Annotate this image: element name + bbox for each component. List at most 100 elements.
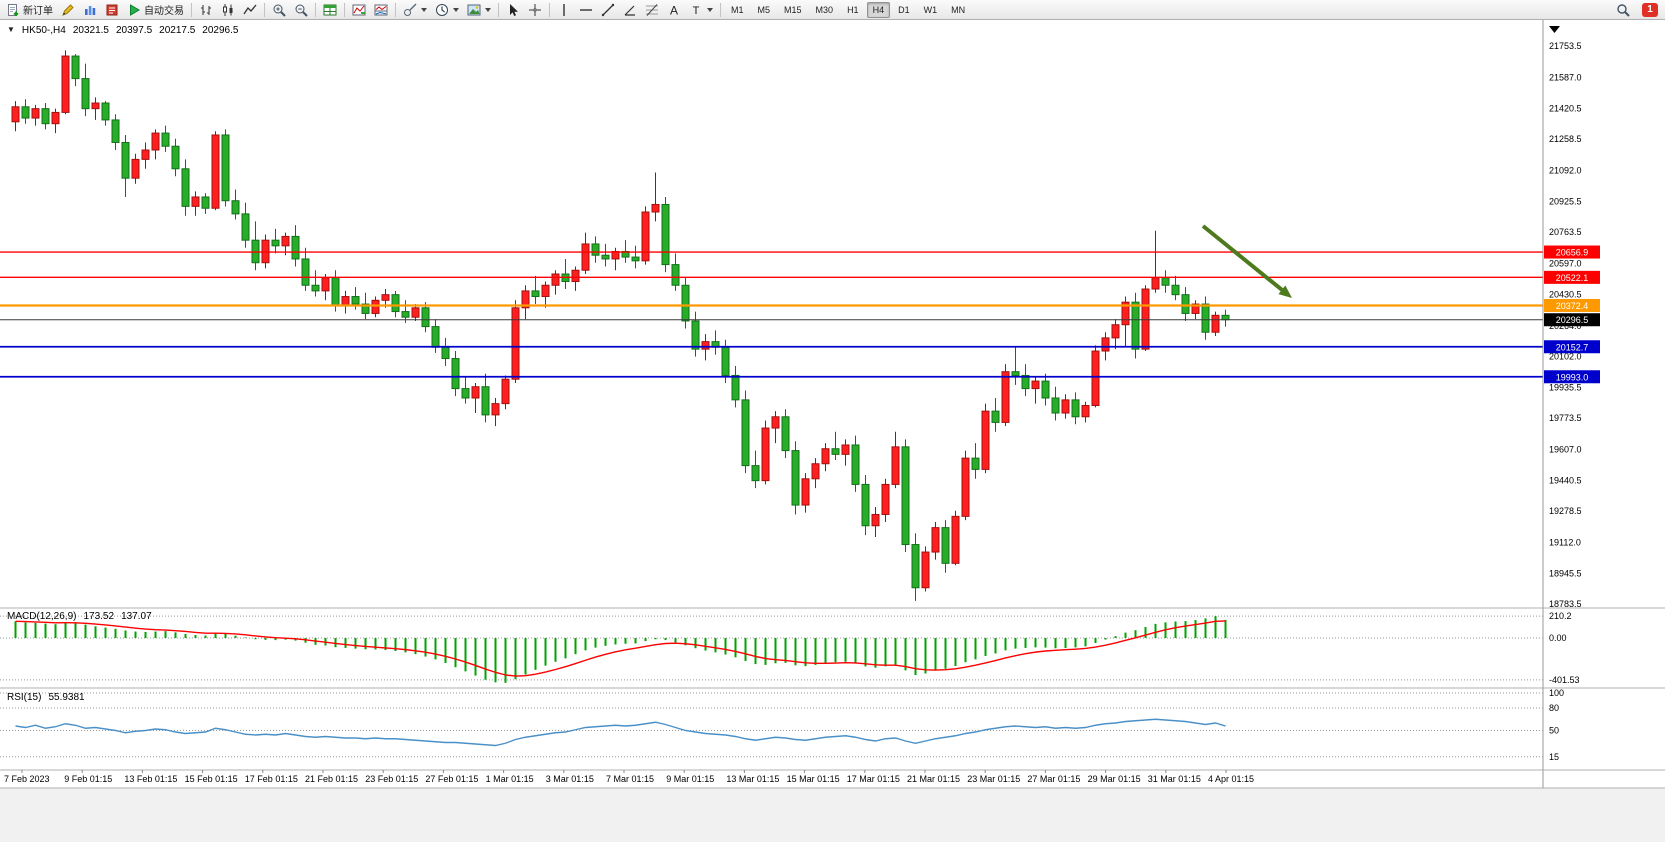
timeframe-h1[interactable]: H1 <box>847 4 859 15</box>
window-bottom-filler <box>0 788 1665 842</box>
toolbar-separator <box>498 2 499 17</box>
rsi-axis-label: 100 <box>1549 688 1564 698</box>
time-axis-label: 23 Mar 01:15 <box>967 774 1020 784</box>
chart-header: ▼ HK50-,H4 20321.5 20397.5 20217.5 20296… <box>7 25 238 36</box>
pencil-icon <box>61 3 75 17</box>
new-order-button[interactable]: 新订单 <box>2 0 57 19</box>
trendline-icon <box>601 3 615 17</box>
resistance-line-2-badge: 20522.1 <box>1544 270 1600 284</box>
terminal-icon <box>105 3 119 17</box>
auto-trading-button-label: 自动交易 <box>144 6 184 17</box>
cursor-button[interactable] <box>502 0 524 19</box>
cursor-icon <box>506 3 520 17</box>
clock-icon <box>435 3 449 17</box>
terminal-button[interactable] <box>101 0 123 19</box>
trendline-button[interactable] <box>597 0 619 19</box>
objects-button[interactable] <box>399 0 431 19</box>
svg-text:20656.9: 20656.9 <box>1556 248 1589 258</box>
candlestick-chart-button[interactable] <box>217 0 239 19</box>
grid-icon <box>323 3 337 17</box>
timeframe-mn[interactable]: MN <box>951 4 966 15</box>
dropdown-caret-icon <box>485 7 491 12</box>
notification-badge[interactable]: 1 <box>1642 2 1658 17</box>
price-axis-label: 20102.0 <box>1549 351 1582 361</box>
zoom-out-button[interactable] <box>290 0 312 19</box>
bar-chart-icon <box>199 3 213 17</box>
market-watch-button[interactable] <box>79 0 101 19</box>
editor-button[interactable] <box>57 0 79 19</box>
dropdown-caret-icon <box>707 7 713 12</box>
fibonacci-button[interactable] <box>641 0 663 19</box>
rsi-axis-label: 15 <box>1549 752 1559 762</box>
timeframe-d1[interactable]: D1 <box>898 4 910 15</box>
macd-indicator-label: MACD(12,26,9) <box>7 611 77 622</box>
template-icon <box>467 3 481 17</box>
time-axis-label: 23 Feb 01:15 <box>365 774 418 784</box>
candlestick-icon <box>221 3 235 17</box>
price-axis-label: 19607.0 <box>1549 444 1582 454</box>
price-axis-label: 21092.0 <box>1549 165 1582 175</box>
horizontal-line-icon <box>579 3 593 17</box>
vertical-line-icon <box>557 3 571 17</box>
bar-chart-button[interactable] <box>195 0 217 19</box>
rsi-axis-label: 80 <box>1549 703 1559 713</box>
macd-header: MACD(12,26,9) 173.52 137.07 <box>7 611 152 622</box>
objects-icon <box>403 3 417 17</box>
vertical-line-button[interactable] <box>553 0 575 19</box>
chart-plot-area[interactable] <box>0 20 1543 770</box>
timeframe-h4[interactable]: H4 <box>866 1 891 18</box>
collapse-icon[interactable]: ▼ <box>7 25 15 34</box>
timeframe-m5[interactable]: M5 <box>757 4 771 15</box>
horizontal-line-button[interactable] <box>575 0 597 19</box>
timeframe-m30[interactable]: M30 <box>815 4 834 15</box>
angle-line-icon <box>623 3 637 17</box>
resistance-line-1-badge: 20656.9 <box>1544 245 1600 259</box>
timeframe-m1[interactable]: M1 <box>731 4 744 15</box>
time-axis[interactable] <box>0 770 1665 788</box>
line-chart-button[interactable] <box>239 0 261 19</box>
support-line-1-badge: 20152.7 <box>1544 340 1600 354</box>
price-axis-label: 19278.5 <box>1549 506 1582 516</box>
toolbar-separator <box>191 2 192 17</box>
timeframe-m15[interactable]: M15 <box>784 4 802 15</box>
toolbar-separator <box>549 2 550 17</box>
template-button[interactable] <box>463 0 495 19</box>
time-axis-label: 29 Mar 01:15 <box>1088 774 1141 784</box>
time-axis-label: 3 Mar 01:15 <box>546 774 594 784</box>
tile-windows-button[interactable] <box>319 0 341 19</box>
crosshair-button[interactable] <box>524 0 546 19</box>
line-chart-icon <box>243 3 257 17</box>
period-button[interactable] <box>431 0 463 19</box>
toolbar-separator <box>344 2 345 17</box>
time-axis-label: 15 Mar 01:15 <box>787 774 840 784</box>
indicators-button[interactable] <box>348 0 370 19</box>
open-value: 20321.5 <box>72 25 109 36</box>
price-axis-label: 20925.5 <box>1549 197 1582 207</box>
macd-main-value: 173.52 <box>83 611 115 622</box>
indicator-window-button[interactable] <box>370 0 392 19</box>
time-axis-label: 21 Mar 01:15 <box>907 774 960 784</box>
symbol-period-label: HK50-,H4 <box>21 25 66 36</box>
toolbar-separator <box>264 2 265 17</box>
svg-text:A: A <box>670 3 678 17</box>
text-button[interactable]: A <box>663 0 685 19</box>
toolbar-right-tools: 1 <box>1612 0 1663 19</box>
label-button[interactable]: T <box>685 0 717 19</box>
rsi-header: RSI(15) 55.9381 <box>7 692 85 703</box>
auto-trading-button[interactable]: 自动交易 <box>123 0 188 19</box>
macd-signal-line <box>15 620 1226 677</box>
scroll-anchor-icon[interactable] <box>1549 26 1560 33</box>
svg-text:20152.7: 20152.7 <box>1556 342 1589 352</box>
price-axis[interactable] <box>1543 20 1665 770</box>
time-axis-label: 9 Feb 01:15 <box>64 774 112 784</box>
trend-arrow[interactable] <box>1201 224 1292 298</box>
zoom-in-button[interactable] <box>268 0 290 19</box>
toolbar-buttons: 新订单 自动交易 A T <box>2 0 724 19</box>
label-icon: T <box>689 3 703 17</box>
price-axis-label: 19112.0 <box>1549 537 1581 547</box>
angle-line-button[interactable] <box>619 0 641 19</box>
search-button[interactable] <box>1612 0 1634 19</box>
timeframe-w1[interactable]: W1 <box>923 4 938 15</box>
